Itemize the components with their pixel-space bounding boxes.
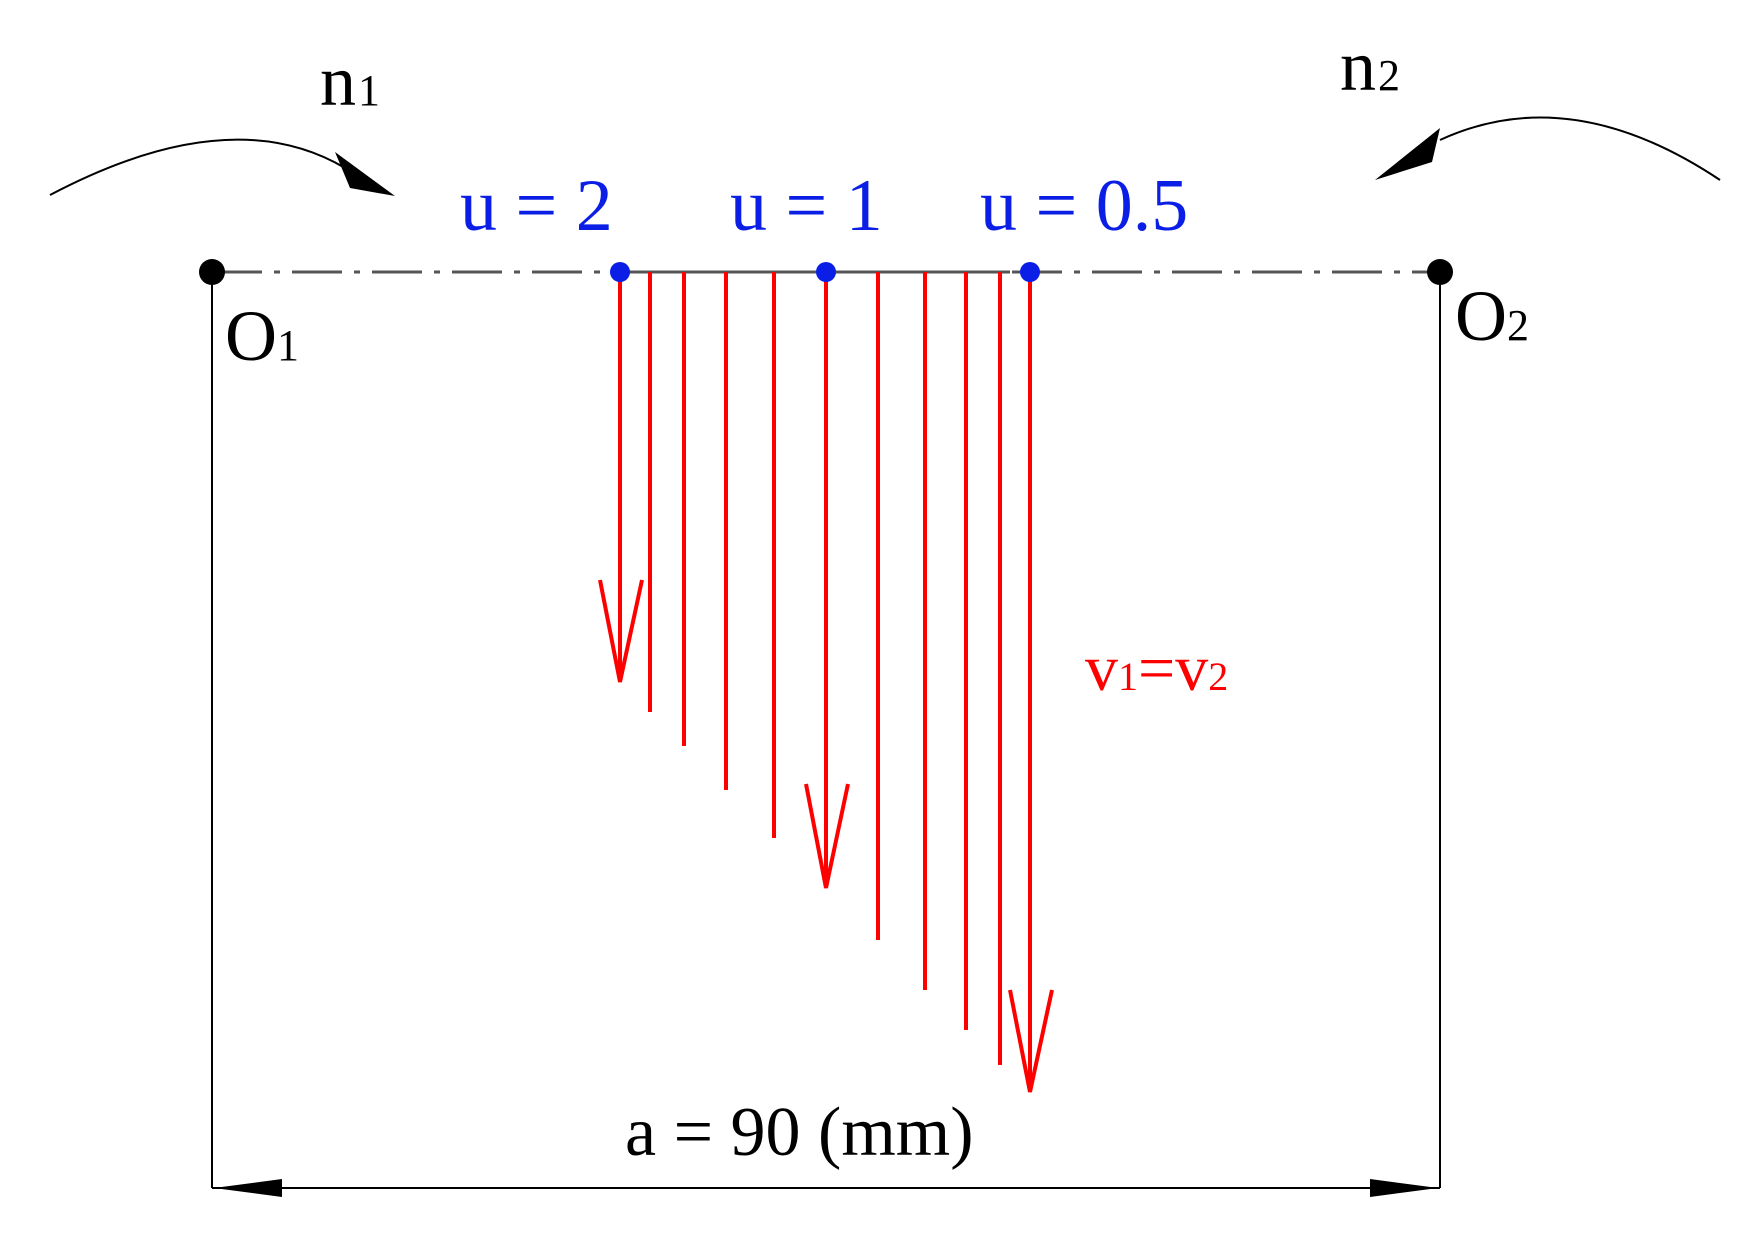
ratio-point-u05 — [1020, 262, 1040, 282]
velocity-arrow-u2 — [598, 272, 644, 683]
rotation-arrow-n1 — [49, 138, 395, 196]
o1-label: O1 — [225, 296, 299, 376]
velocity-arrow-u05 — [1008, 272, 1054, 1093]
center-distance-label: a = 90 (mm) — [625, 1094, 974, 1171]
rotation-arrow-n2 — [1375, 116, 1721, 181]
o2-label: O2 — [1455, 276, 1529, 356]
ratio-point-u2 — [610, 262, 630, 282]
n1-label: n1 — [320, 41, 380, 121]
ratio-label-u1: u = 1 — [730, 165, 883, 247]
ratio-point-u1 — [816, 262, 836, 282]
ratio-label-u05: u = 0.5 — [980, 165, 1188, 247]
ratio-label-u2: u = 2 — [460, 165, 613, 247]
dimension-line-a — [212, 1179, 1440, 1197]
velocity-label: v1=v2 — [1085, 632, 1228, 705]
velocity-arrow-u1 — [804, 272, 850, 889]
velocity-lines — [648, 272, 1002, 1065]
n2-label: n2 — [1340, 26, 1400, 106]
